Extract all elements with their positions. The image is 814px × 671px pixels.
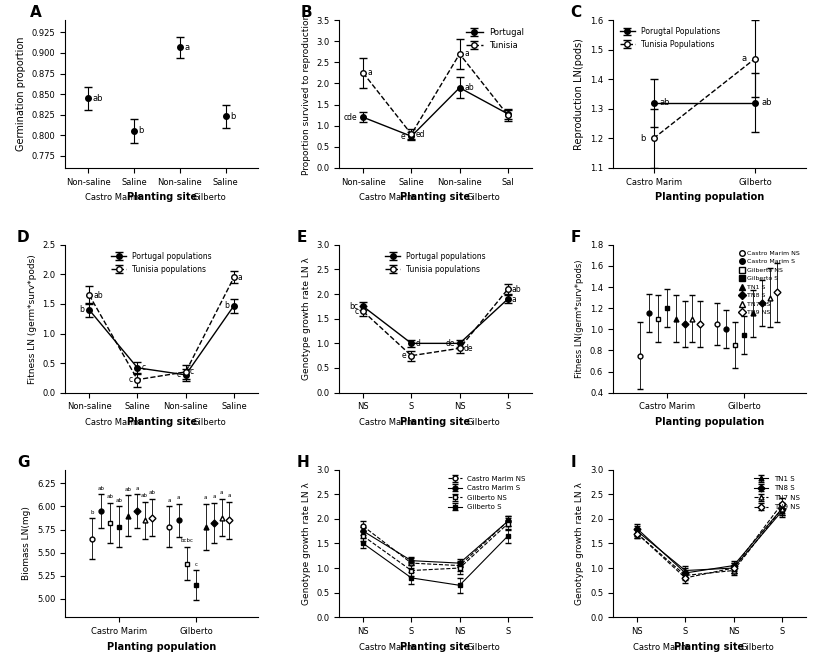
- Text: D: D: [17, 230, 29, 245]
- Text: E: E: [296, 230, 307, 245]
- X-axis label: Planting site: Planting site: [400, 641, 470, 652]
- X-axis label: Planting population: Planting population: [654, 417, 764, 427]
- Legend: Castro Marim NS, Castro Marim S, Gilberto NS, Gilberto S, TN1 S, TN8 S, TN7 NS, : Castro Marim NS, Castro Marim S, Gilbert…: [737, 248, 803, 318]
- Text: c: c: [177, 370, 181, 379]
- Text: ab: ab: [465, 83, 474, 92]
- Text: a: a: [742, 54, 747, 63]
- Text: Castro Marim: Castro Marim: [359, 193, 415, 203]
- Legend: Portugal populations, Tunisia populations: Portugal populations, Tunisia population…: [108, 249, 215, 276]
- Text: Gilberto: Gilberto: [467, 418, 501, 427]
- X-axis label: Planting population: Planting population: [107, 641, 217, 652]
- Y-axis label: Fitness LN (germ*surv*pods): Fitness LN (germ*surv*pods): [28, 254, 37, 384]
- Text: ab: ab: [125, 486, 132, 492]
- Text: ab: ab: [659, 99, 670, 107]
- Text: b: b: [90, 510, 94, 515]
- Text: ab: ab: [149, 491, 155, 495]
- Text: a: a: [220, 491, 224, 495]
- Text: Gilberto: Gilberto: [467, 193, 501, 203]
- Text: de: de: [463, 344, 473, 353]
- Text: Gilberto: Gilberto: [193, 193, 226, 203]
- X-axis label: Planting site: Planting site: [400, 192, 470, 202]
- Text: ed: ed: [415, 130, 425, 139]
- Text: bc: bc: [349, 302, 358, 311]
- Text: b: b: [224, 301, 229, 310]
- Text: Castro Marim: Castro Marim: [85, 418, 142, 427]
- Text: Gilberto: Gilberto: [467, 643, 501, 652]
- Text: F: F: [571, 230, 581, 245]
- Text: b: b: [138, 127, 144, 136]
- Legend: Portugal, Tunisia: Portugal, Tunisia: [463, 24, 527, 53]
- X-axis label: Planting site: Planting site: [126, 417, 197, 427]
- Text: e: e: [402, 351, 406, 360]
- X-axis label: Planting population: Planting population: [654, 192, 764, 202]
- Text: B: B: [300, 5, 312, 20]
- Text: c: c: [354, 307, 358, 316]
- Text: a: a: [238, 273, 243, 282]
- Text: Castro Marim: Castro Marim: [85, 193, 142, 203]
- Text: ab: ab: [512, 285, 521, 294]
- Text: Gilberto: Gilberto: [741, 643, 774, 652]
- Text: ab: ab: [93, 291, 103, 299]
- Legend: Castro Marim NS, Castro Marim S, Gilberto NS, Gilberto S: Castro Marim NS, Castro Marim S, Gilbert…: [445, 473, 528, 513]
- Text: a: a: [228, 493, 231, 498]
- Text: Gilberto: Gilberto: [193, 418, 226, 427]
- X-axis label: Planting site: Planting site: [400, 417, 470, 427]
- Text: a: a: [204, 495, 208, 500]
- Y-axis label: Biomass LN(mg): Biomass LN(mg): [22, 507, 32, 580]
- X-axis label: Planting site: Planting site: [674, 641, 745, 652]
- Text: ab: ab: [93, 94, 103, 103]
- Text: c: c: [129, 375, 133, 384]
- Text: c: c: [195, 562, 198, 566]
- Text: ab: ab: [761, 99, 772, 107]
- Text: C: C: [571, 5, 582, 20]
- Legend: Porugtal Populations, Tunisia Populations: Porugtal Populations, Tunisia Population…: [617, 24, 724, 52]
- Text: a: a: [512, 295, 516, 303]
- Text: a: a: [168, 498, 171, 503]
- Text: A: A: [30, 5, 42, 20]
- Text: ab: ab: [98, 486, 105, 491]
- Text: G: G: [17, 454, 29, 470]
- Text: cde: cde: [344, 113, 357, 121]
- Text: a: a: [465, 50, 469, 58]
- Text: ab: ab: [116, 498, 123, 503]
- Y-axis label: Genotype growth rate LN λ: Genotype growth rate LN λ: [575, 482, 584, 605]
- Y-axis label: Genotype growth rate LN λ: Genotype growth rate LN λ: [301, 257, 310, 380]
- Text: bcbc: bcbc: [181, 538, 194, 544]
- Text: e: e: [401, 132, 405, 141]
- Text: I: I: [571, 454, 576, 470]
- Text: a: a: [185, 43, 190, 52]
- Y-axis label: Proportion survived to reproduction: Proportion survived to reproduction: [301, 13, 310, 174]
- Text: b: b: [640, 134, 646, 143]
- Text: d: d: [415, 339, 420, 348]
- Text: c: c: [190, 368, 194, 376]
- Y-axis label: Fitness LN(germ*surv*pods): Fitness LN(germ*surv*pods): [575, 260, 584, 378]
- Text: a: a: [177, 495, 180, 500]
- Text: ab: ab: [107, 494, 113, 499]
- Text: Castro Marim: Castro Marim: [359, 643, 415, 652]
- Text: a: a: [368, 68, 373, 77]
- Text: c: c: [142, 363, 146, 372]
- Text: b: b: [230, 111, 236, 121]
- Text: a: a: [135, 486, 138, 491]
- Legend: Portugal populations, Tunisia populations: Portugal populations, Tunisia population…: [382, 249, 489, 276]
- Legend: TN1 S, TN8 S, TN7 NS, TN9 NS: TN1 S, TN8 S, TN7 NS, TN9 NS: [751, 473, 803, 513]
- X-axis label: Planting site: Planting site: [126, 192, 197, 202]
- Text: b: b: [80, 305, 85, 314]
- Y-axis label: Genotype growth rate LN λ: Genotype growth rate LN λ: [301, 482, 310, 605]
- Text: ab: ab: [141, 493, 148, 498]
- Text: Castro Marim: Castro Marim: [359, 418, 415, 427]
- Text: H: H: [296, 454, 309, 470]
- Text: Castro Marim: Castro Marim: [633, 643, 689, 652]
- Y-axis label: Reproduction LN(pods): Reproduction LN(pods): [575, 38, 584, 150]
- Text: de: de: [445, 339, 455, 348]
- Text: a: a: [212, 494, 216, 499]
- Y-axis label: Germination proportion: Germination proportion: [16, 37, 26, 151]
